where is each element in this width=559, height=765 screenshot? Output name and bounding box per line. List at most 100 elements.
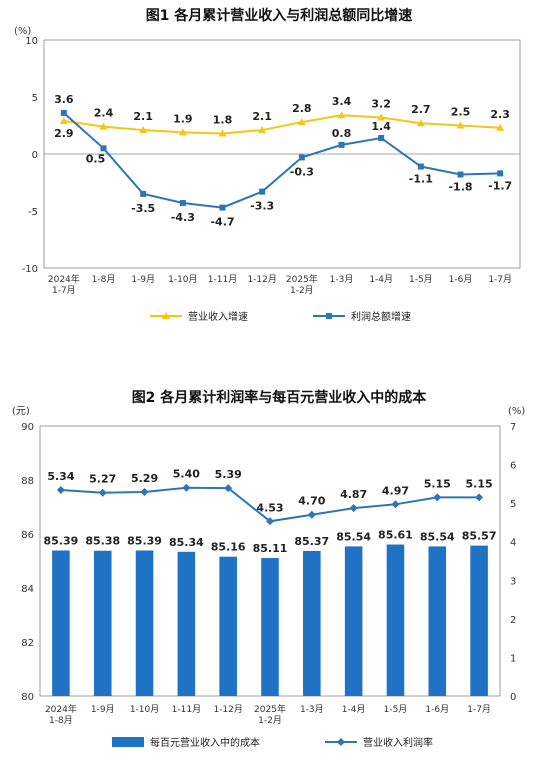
data-point [298, 154, 305, 161]
data-point [496, 123, 505, 131]
y-tick-label: 0 [32, 150, 38, 161]
y-tick-label-left: 84 [21, 584, 34, 595]
data-label: 1.4 [371, 120, 391, 133]
bar [135, 550, 154, 696]
data-label: 2.5 [451, 106, 471, 119]
data-label: -3.3 [250, 200, 274, 213]
data-point [182, 483, 191, 492]
data-point [100, 145, 107, 152]
data-point [224, 484, 233, 493]
y-tick-label-left: 80 [21, 692, 34, 703]
data-label: 4.87 [340, 488, 367, 501]
bar [261, 558, 279, 696]
x-tick-label: 1-9月 [91, 704, 115, 715]
bar [177, 551, 196, 696]
y-axis-unit-left: (元) [12, 406, 30, 417]
x-tick-label: 1-12月 [247, 274, 276, 285]
x-tick-label: 1-10月 [168, 274, 197, 285]
data-label: 1.8 [213, 113, 233, 126]
bar-label: 85.54 [336, 530, 371, 543]
data-label: 4.53 [256, 501, 283, 514]
data-label: 2.1 [252, 110, 272, 123]
data-point [417, 163, 424, 170]
data-label: 4.97 [382, 484, 409, 497]
data-label: 5.39 [215, 468, 242, 481]
data-label: 5.40 [173, 468, 200, 481]
x-tick-label: 1-11月 [208, 274, 237, 285]
data-label: 2.7 [411, 103, 431, 116]
data-point [338, 141, 345, 148]
x-tick-label: 1-7月 [488, 274, 512, 285]
data-point [56, 486, 65, 495]
data-point [179, 200, 186, 207]
y-tick-label: 10 [25, 36, 38, 47]
data-label: -1.7 [488, 179, 512, 192]
data-point [139, 126, 148, 134]
legend-label: 营业收入利润率 [363, 736, 433, 749]
bar-label: 85.38 [85, 535, 120, 548]
legend-swatch-bar [112, 737, 144, 747]
data-point [59, 116, 68, 124]
data-point [266, 517, 274, 526]
y-tick-label-right: 2 [510, 615, 516, 626]
data-label: 2.4 [94, 107, 114, 120]
bar [428, 546, 447, 696]
data-point [457, 171, 464, 178]
data-point [497, 170, 504, 177]
data-point [297, 118, 306, 126]
x-tick-label: 2024年 1-7月 [48, 273, 80, 296]
data-label: -3.5 [131, 202, 155, 215]
x-tick-label: 2024年 1-8月 [45, 703, 77, 726]
legend-label: 营业收入增速 [188, 310, 248, 323]
y-tick-label-right: 3 [510, 576, 516, 587]
data-label: 5.29 [131, 472, 158, 485]
y-tick-label-right: 5 [510, 499, 516, 510]
data-point [377, 113, 386, 121]
data-label: -4.3 [171, 211, 195, 224]
bar-label: 85.37 [294, 535, 329, 548]
bar [344, 546, 363, 696]
bar [219, 556, 237, 696]
data-point [456, 121, 465, 129]
y-tick-label: 5 [32, 93, 38, 104]
data-point [60, 109, 67, 116]
data-label: 3.2 [371, 98, 391, 111]
data-label: 3.4 [332, 95, 352, 108]
data-point [349, 504, 358, 513]
data-label: -1.8 [448, 181, 472, 194]
data-label: 3.6 [54, 93, 74, 106]
data-label: -4.7 [210, 216, 234, 229]
legend-marker [162, 312, 170, 319]
data-point [178, 128, 187, 136]
data-point [140, 190, 147, 197]
data-label: 4.70 [298, 495, 325, 508]
y-tick-label-right: 0 [510, 692, 516, 703]
bar-label: 85.34 [169, 536, 204, 549]
y-tick-label-right: 7 [510, 422, 516, 433]
x-tick-label: 1-3月 [300, 704, 324, 715]
x-tick-label: 1-4月 [369, 274, 393, 285]
y-tick-label-right: 4 [510, 538, 516, 549]
x-tick-label: 1-4月 [342, 704, 366, 715]
data-point [258, 126, 267, 134]
bar-label: 85.57 [462, 530, 497, 543]
data-point [391, 500, 400, 509]
data-point [218, 129, 227, 137]
y-tick-label-left: 90 [21, 422, 34, 433]
bar [470, 545, 488, 696]
chart-1: 图1 各月累计营业收入与利润总额同比增速 (%)10 5 0 -5 -10 2024年 1-7… [14, 7, 521, 323]
bar-label: 85.39 [44, 534, 79, 547]
y-tick-label: -5 [28, 207, 38, 218]
data-label: 2.1 [133, 110, 153, 123]
series-line-profit [63, 112, 501, 209]
x-tick-label: 1-8月 [92, 274, 116, 285]
data-point [416, 119, 425, 127]
bar [386, 544, 405, 696]
bar-label: 85.16 [211, 541, 246, 554]
data-point [219, 204, 226, 211]
x-tick-label: 1-6月 [449, 274, 473, 285]
x-tick-label: 2025年 1-2月 [254, 703, 286, 726]
data-point [307, 510, 316, 519]
data-point [337, 111, 346, 119]
legend-label: 每百元营业收入中的成本 [150, 736, 260, 749]
